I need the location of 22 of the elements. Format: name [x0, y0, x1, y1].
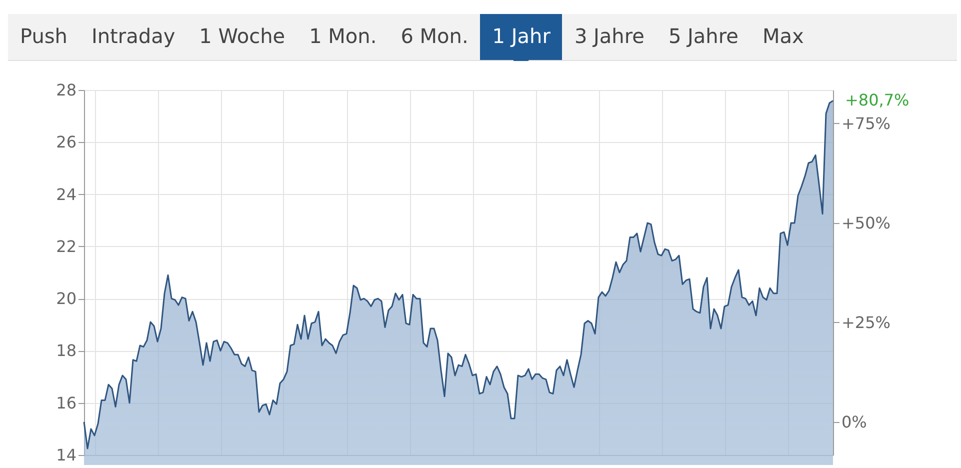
y2-tick-label: +75% [842, 114, 890, 133]
text: 3 Jahre [573, 23, 646, 50]
y-tick-label: 24 [56, 184, 76, 204]
text: Max [761, 23, 805, 50]
y-tick-label: 20 [56, 289, 76, 308]
y-tick-label: 14 [56, 446, 76, 464]
text: 6 Mon. [400, 23, 470, 50]
text: 1 Mon. [308, 23, 378, 50]
text: 1 Jahr [480, 14, 562, 60]
y-tick-label: 22 [56, 236, 76, 256]
text: Push [19, 23, 68, 50]
y2-tick-label: 0% [842, 412, 867, 432]
text: 1 Woche [198, 23, 286, 50]
text: 5 Jahre [667, 23, 740, 50]
y-tick-label: 16 [56, 393, 76, 412]
y-tick-label: 18 [56, 341, 76, 360]
text: +80,7% [845, 90, 910, 110]
y2-tick-label: +50% [842, 213, 890, 232]
text: Intraday [90, 23, 176, 50]
y2-tick-label: +25% [842, 312, 890, 332]
y-tick-label: 26 [56, 132, 76, 152]
y-tick-label: 28 [56, 80, 76, 100]
